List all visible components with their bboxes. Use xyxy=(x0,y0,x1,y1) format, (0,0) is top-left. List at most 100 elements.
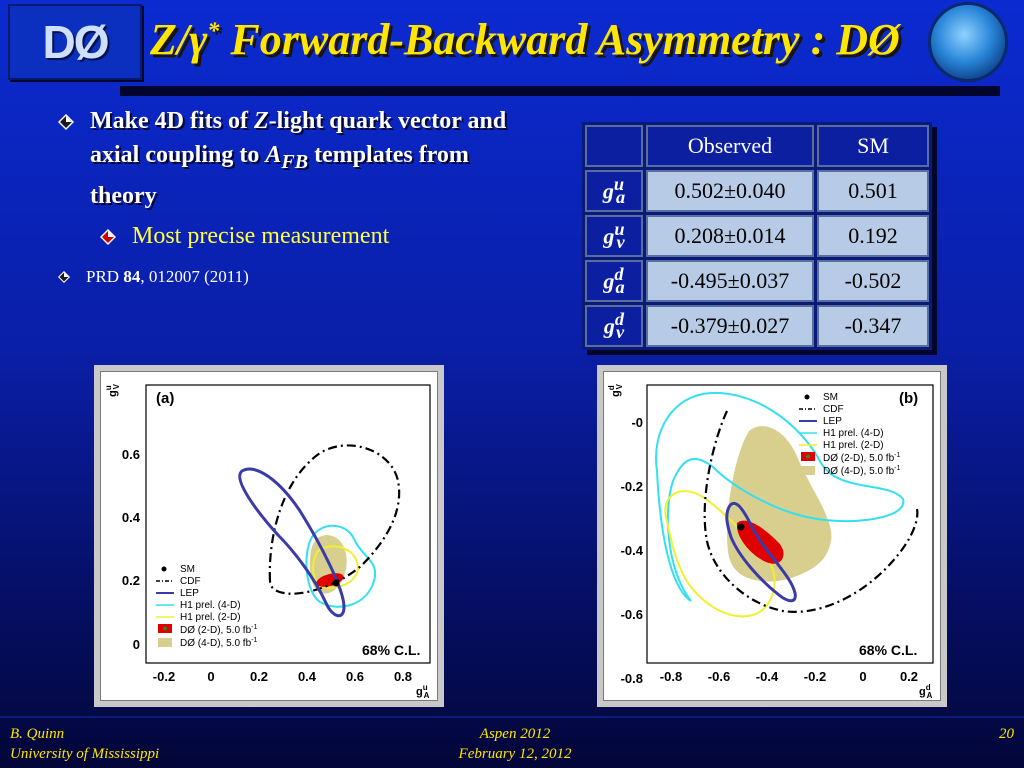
reference-text2: , 012007 (2011) xyxy=(140,266,249,286)
svg-text:H1 prel. (2-D): H1 prel. (2-D) xyxy=(823,440,884,451)
panel-label-b: (b) xyxy=(899,390,918,407)
panel-label-a: (a) xyxy=(156,390,174,407)
cl-label-a: 68% C.L. xyxy=(362,642,420,658)
svg-text:gdA: gd A xyxy=(919,683,933,700)
svg-text:guV: guV xyxy=(104,383,121,397)
row-label: gdv xyxy=(585,305,643,347)
diamond-bullet-icon xyxy=(58,270,70,283)
svg-text:-0.6: -0.6 xyxy=(621,607,643,622)
table-row: guv 0.208±0.014 0.192 xyxy=(585,215,929,257)
svg-text:-0.8: -0.8 xyxy=(660,669,682,684)
bullet-sub: Most precise measurement xyxy=(100,219,538,253)
bullet-main-afb: A xyxy=(265,142,282,168)
svg-text:DØ (4-D), 5.0 fb-1: DØ (4-D), 5.0 fb-1 xyxy=(823,465,900,477)
observed-cell: 0.502±0.040 xyxy=(646,170,814,212)
d0-logo: DØ xyxy=(8,4,142,80)
svg-text:0.6: 0.6 xyxy=(122,447,140,462)
bullet-main-z: Z xyxy=(253,108,269,134)
university-seal-icon xyxy=(928,2,1008,82)
bullet-main-text3: templates from theory xyxy=(90,142,469,209)
sm-cell: -0.347 xyxy=(817,305,929,347)
bullet-main-text1: Make 4D fits of xyxy=(90,108,254,134)
svg-text:-0.4: -0.4 xyxy=(621,543,644,558)
svg-text:LEP: LEP xyxy=(823,416,842,427)
plot-up-quark: (a) 68% C.L. SM CDF LEP H1 prel. (4-D) H… xyxy=(94,365,444,707)
sm-cell: -0.502 xyxy=(817,260,929,302)
svg-text:0.4: 0.4 xyxy=(298,669,317,684)
observed-cell: -0.495±0.037 xyxy=(646,260,814,302)
sm-cell: 0.501 xyxy=(817,170,929,212)
table-header-row: Observed SM xyxy=(585,125,929,167)
cl-label-b: 68% C.L. xyxy=(859,642,917,658)
svg-text:H1 prel. (2-D): H1 prel. (2-D) xyxy=(180,612,241,623)
bullet-main-afb-sub: FB xyxy=(281,150,309,173)
svg-text:0.6: 0.6 xyxy=(346,669,364,684)
logo-text: DØ xyxy=(42,16,110,68)
svg-text:-0.2: -0.2 xyxy=(804,669,826,684)
title-rest: Forward-Backward Asymmetry : DØ xyxy=(219,15,900,64)
svg-text:0.2: 0.2 xyxy=(250,669,268,684)
footer-divider xyxy=(0,716,1024,718)
svg-text:DØ (2-D), 5.0 fb-1: DØ (2-D), 5.0 fb-1 xyxy=(180,624,257,636)
svg-text:0: 0 xyxy=(207,669,214,684)
reference-text1: PRD xyxy=(86,266,124,286)
slide-title: Z/γ* Forward-Backward Asymmetry : DØ xyxy=(150,14,900,65)
plot-b-svg: (b) 68% C.L. SM CDF LEP H1 prel. (4-D) H… xyxy=(607,383,934,700)
sm-cell: 0.192 xyxy=(817,215,929,257)
bullet-sub-text: Most precise measurement xyxy=(132,222,390,249)
svg-text:guA: gu A xyxy=(416,683,430,700)
svg-text:0.8: 0.8 xyxy=(394,669,412,684)
reference-volume: 84 xyxy=(123,266,141,286)
plot-down-quark: (b) 68% C.L. SM CDF LEP H1 prel. (4-D) H… xyxy=(597,365,947,707)
diamond-bullet-icon xyxy=(100,228,116,245)
author-affiliation: University of Mississippi xyxy=(10,746,160,762)
author-name: B. Quinn xyxy=(10,726,65,742)
svg-text:CDF: CDF xyxy=(180,576,201,587)
table-row: gdv -0.379±0.027 -0.347 xyxy=(585,305,929,347)
svg-text:H1 prel. (4-D): H1 prel. (4-D) xyxy=(180,600,241,611)
svg-text:H1 prel. (4-D): H1 prel. (4-D) xyxy=(823,428,884,439)
svg-text:gdV: gdV xyxy=(607,383,624,397)
svg-text:-0.4: -0.4 xyxy=(756,669,779,684)
svg-text:-0: -0 xyxy=(631,415,643,430)
title-main: Z/γ xyxy=(150,15,208,64)
svg-text:0: 0 xyxy=(133,637,140,652)
observed-cell: 0.208±0.014 xyxy=(646,215,814,257)
bullet-main: Make 4D fits of Z-light quark vector and… xyxy=(58,104,538,213)
row-label: gda xyxy=(585,260,643,302)
svg-text:SM: SM xyxy=(823,392,838,403)
observed-cell: -0.379±0.027 xyxy=(646,305,814,347)
column-header-sm: SM xyxy=(817,125,929,167)
event-venue: Aspen 2012 xyxy=(479,726,551,742)
plot-a-svg: (a) 68% C.L. SM CDF LEP H1 prel. (4-D) H… xyxy=(104,383,431,700)
svg-text:-0.6: -0.6 xyxy=(708,669,730,684)
footer-event: Aspen 2012 February 12, 2012 xyxy=(440,724,590,764)
svg-text:SM: SM xyxy=(180,564,195,575)
svg-text:0.4: 0.4 xyxy=(122,510,141,525)
svg-text:LEP: LEP xyxy=(180,588,199,599)
page-number: 20 xyxy=(999,726,1014,742)
row-label: gua xyxy=(585,170,643,212)
table-row: gua 0.502±0.040 0.501 xyxy=(585,170,929,212)
event-date: February 12, 2012 xyxy=(458,746,572,762)
bullet-reference: PRD 84, 012007 (2011) xyxy=(58,267,538,287)
svg-text:-0.2: -0.2 xyxy=(621,479,643,494)
footer-author: B. Quinn University of Mississippi xyxy=(10,724,159,764)
svg-text:DØ (4-D), 5.0 fb-1: DØ (4-D), 5.0 fb-1 xyxy=(180,637,257,649)
diamond-bullet-icon xyxy=(58,114,74,130)
row-label: guv xyxy=(585,215,643,257)
bullet-main-text2: -light quark vector and axial coupling t… xyxy=(90,108,507,168)
bullet-list: Make 4D fits of Z-light quark vector and… xyxy=(58,104,538,287)
coupling-results-table: Observed SM gua 0.502±0.040 0.501 guv 0.… xyxy=(582,122,932,350)
svg-text:-0.2: -0.2 xyxy=(153,669,175,684)
table-row: gda -0.495±0.037 -0.502 xyxy=(585,260,929,302)
title-underline xyxy=(120,86,1000,96)
svg-text:CDF: CDF xyxy=(823,404,844,415)
column-header-observed: Observed xyxy=(646,125,814,167)
svg-text:-0.8: -0.8 xyxy=(621,671,643,686)
svg-text:0.2: 0.2 xyxy=(900,669,918,684)
svg-text:0: 0 xyxy=(859,669,866,684)
table-corner-cell xyxy=(585,125,643,167)
title-sup: * xyxy=(207,18,220,45)
svg-text:0.2: 0.2 xyxy=(122,573,140,588)
